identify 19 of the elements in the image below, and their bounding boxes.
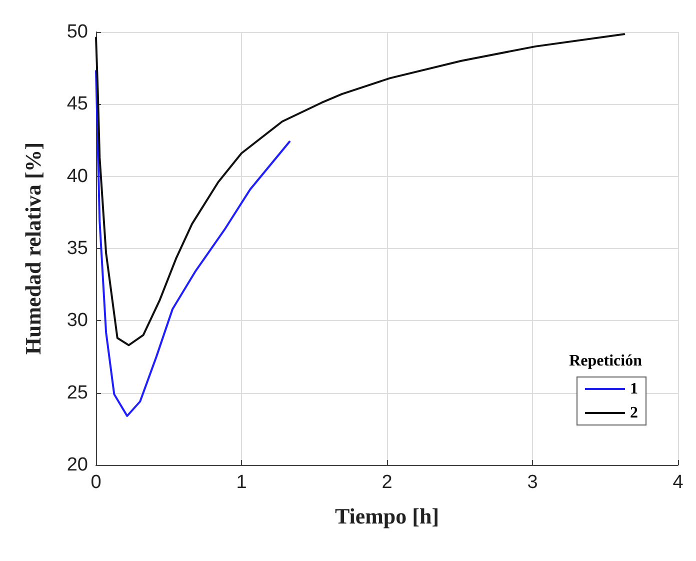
y-tick-label: 20 [66, 454, 88, 476]
y-tick-label: 30 [66, 310, 88, 332]
x-tick-label: 2 [382, 472, 392, 493]
legend-title: Repetición [569, 352, 642, 370]
y-tick-label: 35 [66, 238, 88, 259]
y-tick-label: 25 [66, 382, 88, 404]
y-tick-label: 40 [66, 166, 88, 187]
y-tick-label: 45 [66, 94, 88, 115]
x-tick-label: 4 [672, 472, 684, 493]
line-series [95, 70, 291, 417]
x-axis-title: Tiempo [h] [334, 504, 440, 528]
legend-label: 2 [630, 404, 638, 422]
line-series [95, 33, 626, 346]
x-tick-label: 0 [90, 472, 102, 493]
y-axis-title: Humedad relativa [%] [20, 142, 46, 355]
x-tick-label: 3 [527, 472, 538, 493]
x-tick-label: 1 [236, 472, 247, 493]
y-tick-label: 50 [66, 22, 88, 42]
legend-label: 1 [630, 380, 638, 398]
